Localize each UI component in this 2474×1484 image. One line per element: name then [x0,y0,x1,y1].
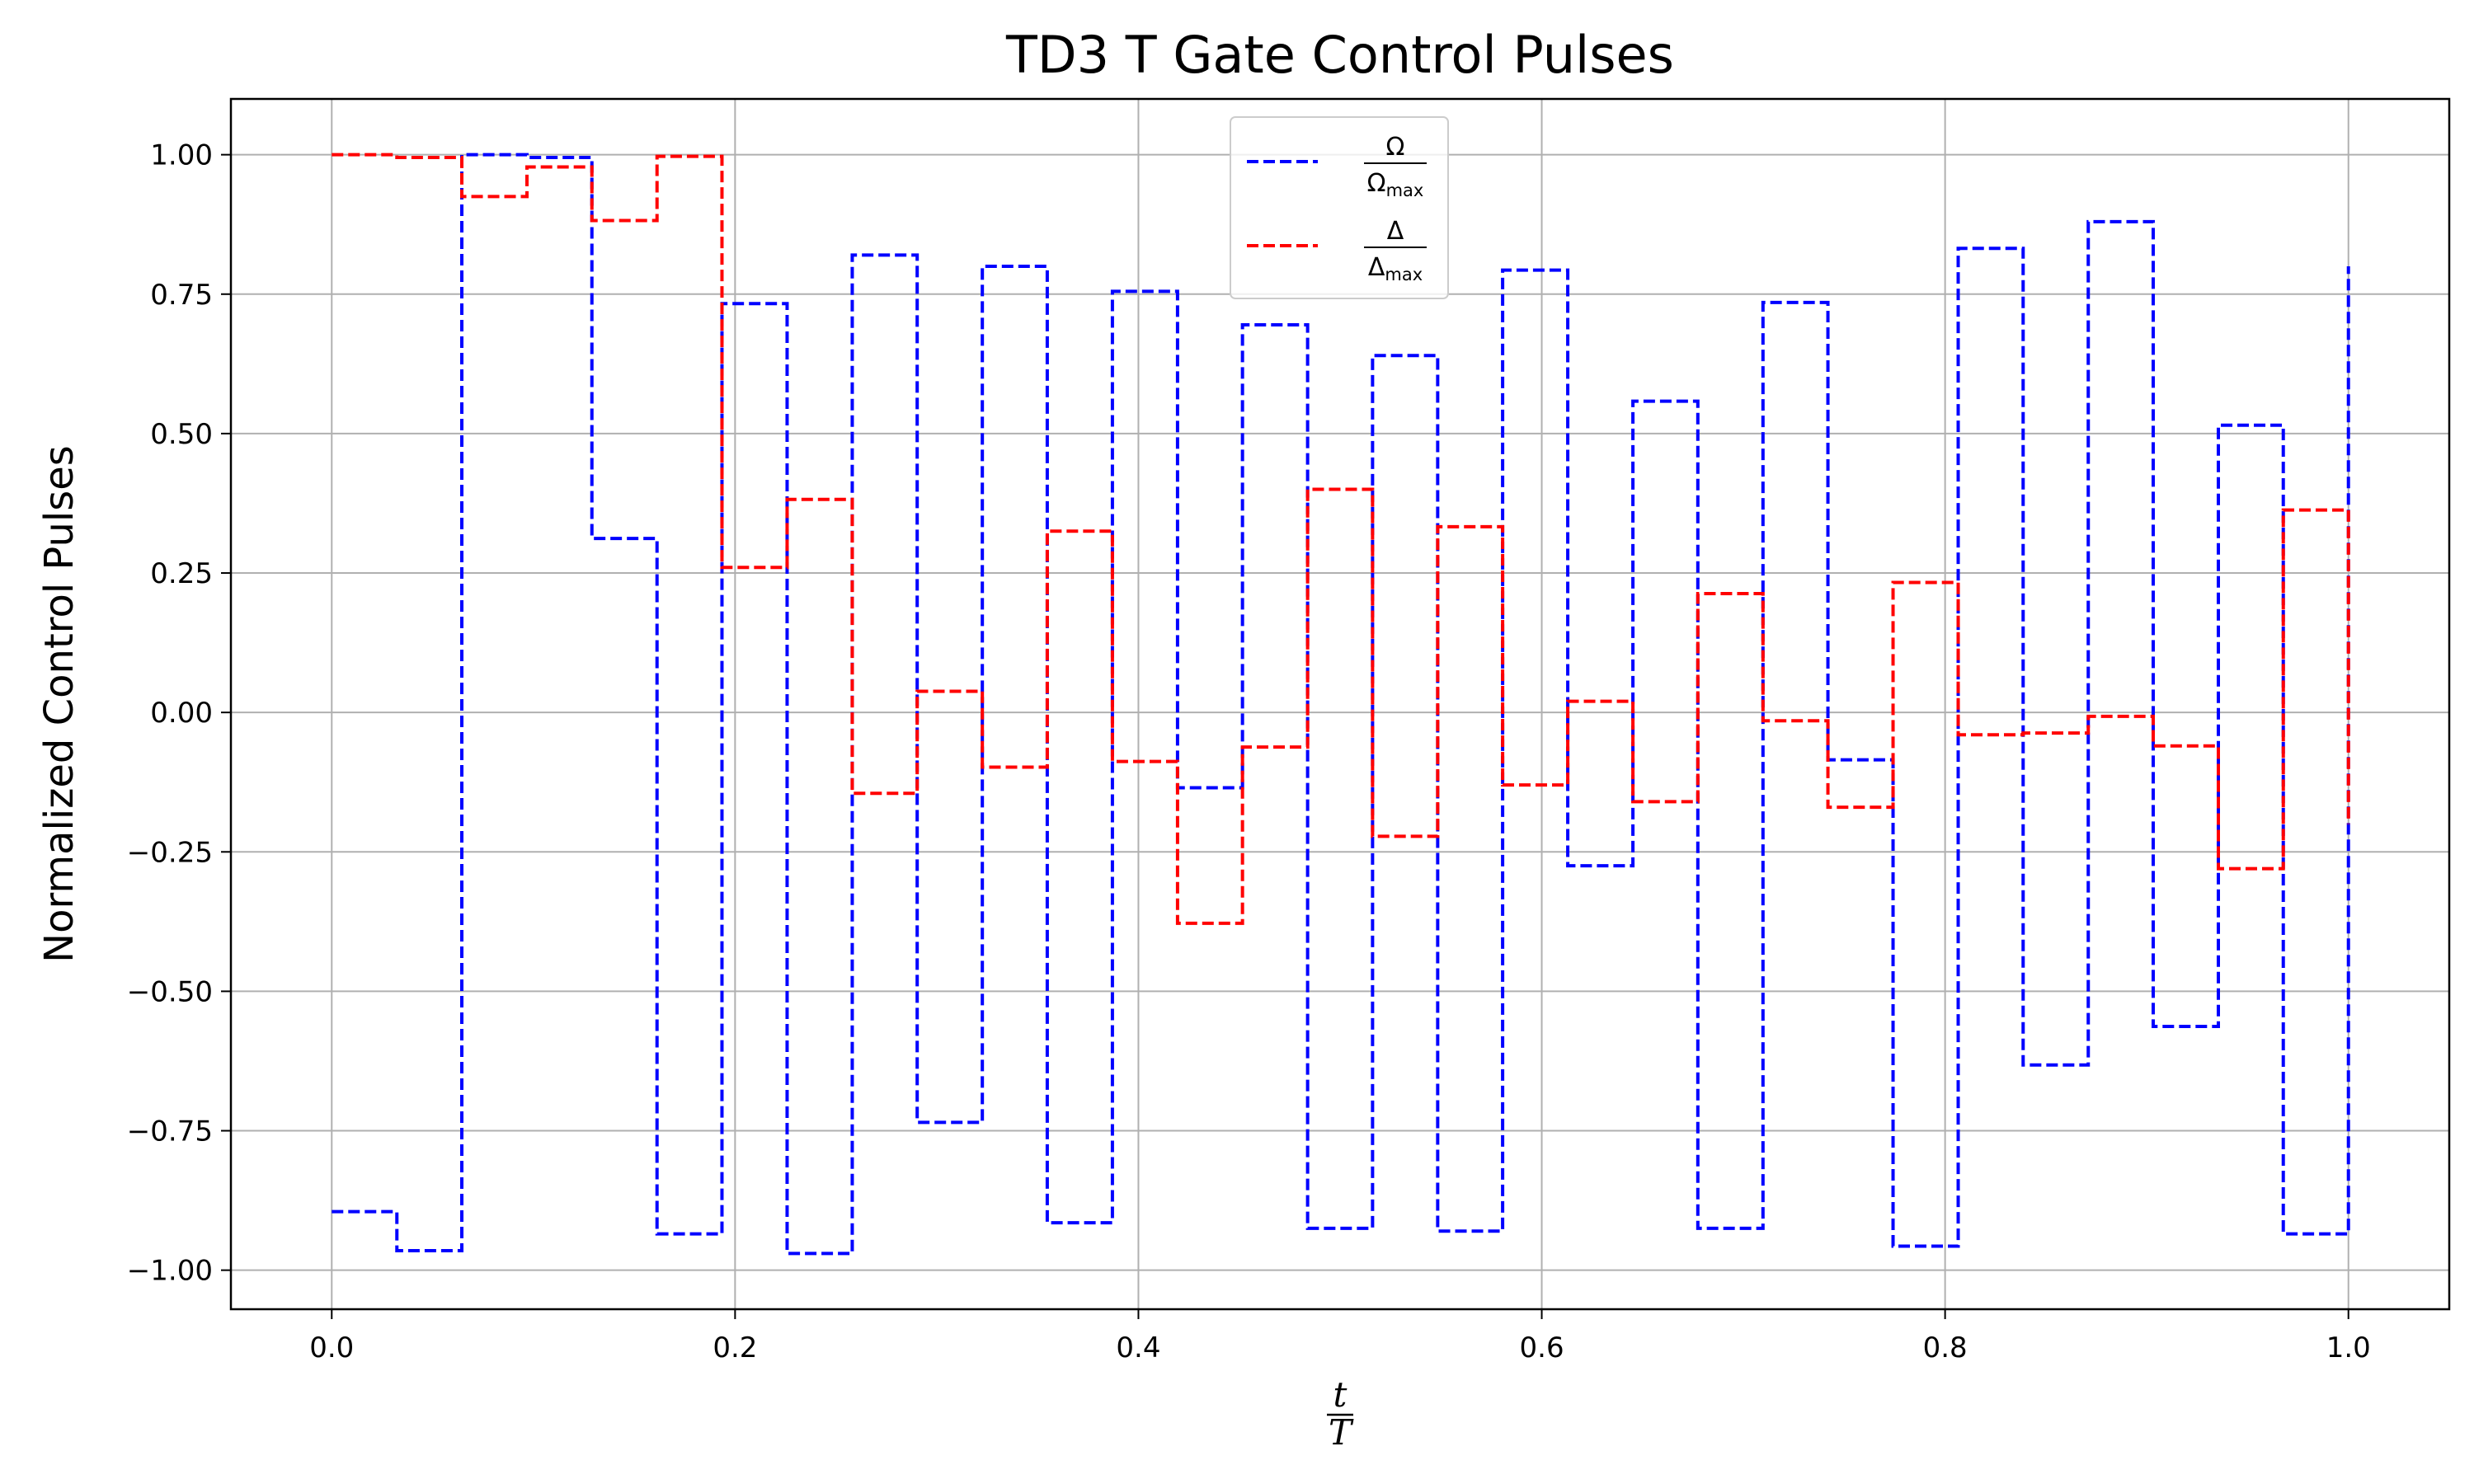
legend-delta-denominator-sub: max [1385,265,1423,284]
legend-delta-denominator: Δmax [1368,253,1423,284]
x-tick-label-2: 0.4 [1116,1331,1160,1364]
legend-delta-denominator-symbol: Δ [1368,253,1385,282]
legend-delta-numerator: Δ [1387,217,1404,246]
x-tick-label-1: 0.2 [713,1331,757,1364]
axis-ticks: 0.0 0.2 0.4 0.6 0.8 1.0 −1.00 −0.75 −0.50 −0.25 0.… [127,139,2371,1364]
y-tick-label-6: 0.50 [150,418,213,451]
x-tick-label-3: 0.6 [1520,1331,1564,1364]
chart-title: TD3 T Gate Control Pulses [1005,25,1674,85]
y-tick-label-3: −0.25 [127,836,213,869]
x-tick-label-5: 1.0 [2326,1331,2371,1364]
y-tick-label-7: 0.75 [150,279,213,312]
x-tick-label-0: 0.0 [309,1331,354,1364]
legend-entry-delta: Δ Δmax [1247,217,1427,284]
y-tick-label-2: −0.50 [127,975,213,1008]
x-axis-label-numerator: t [1333,1374,1348,1415]
series-layer [332,153,2350,1256]
y-tick-label-8: 1.00 [150,139,213,172]
x-tick-label-4: 0.8 [1923,1331,1968,1364]
legend-omega-denominator-symbol: Ω [1367,169,1386,198]
legend-omega-denominator-sub: max [1386,181,1424,200]
y-tick-label-4: 0.00 [150,697,213,730]
series-line-omega [332,153,2350,1256]
y-axis-label: Normalized Control Pulses [36,445,82,963]
x-axis-label: t T [1327,1374,1354,1453]
legend: Ω Ωmax Δ Δmax [1230,116,1449,299]
legend-omega-numerator: Ω [1386,133,1405,162]
y-tick-label-0: −1.00 [127,1255,213,1288]
series-line-delta [332,153,2350,925]
plot-area-frame [229,97,2451,1311]
y-tick-label-1: −0.75 [127,1115,213,1148]
y-tick-label-5: 0.25 [150,557,213,590]
legend-omega-denominator: Ωmax [1367,169,1424,200]
x-axis-label-denominator: T [1329,1412,1354,1453]
legend-entry-omega: Ω Ωmax [1247,133,1427,200]
